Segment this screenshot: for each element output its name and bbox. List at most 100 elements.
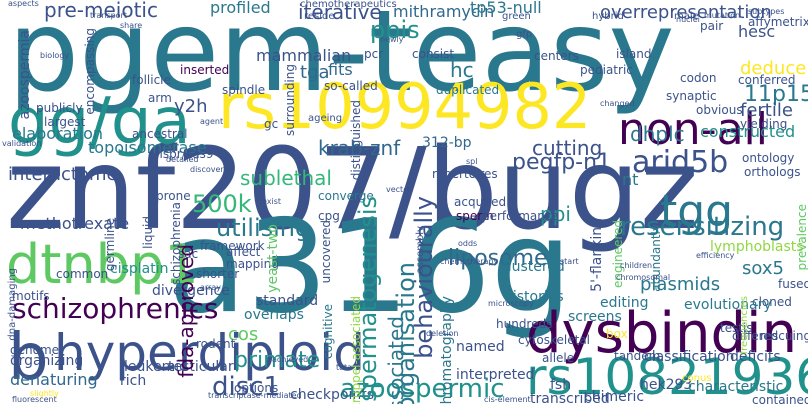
word-acquired: acquired (454, 195, 507, 209)
word-conus: conus (682, 373, 712, 384)
word-rs10994982: rs10994982 (218, 70, 592, 143)
word-11p15: 11p15 (744, 82, 808, 107)
word-spindle: spindle (222, 83, 266, 97)
word-tgg: tgg (660, 186, 734, 237)
word-liposome: liposome (448, 246, 548, 271)
word-fits: fits (328, 60, 353, 79)
word-overrepresentation: overrepresentation (600, 2, 772, 23)
word-largest: largest (44, 115, 86, 129)
word-rich: rich (120, 373, 147, 389)
word-hesc: hesc (738, 22, 776, 41)
word-5-flanking: 5'-flanking (589, 218, 605, 292)
word-editing: editing (600, 295, 649, 311)
word-deficits: deficits (730, 349, 781, 365)
word-a316g: a316g (168, 193, 572, 342)
word-surrounding: surrounding (283, 64, 297, 136)
word-codon: codon (680, 71, 717, 85)
word-deduce: deduce (740, 58, 807, 79)
word-500k: 500k (192, 190, 252, 218)
word-gc: gc (264, 117, 279, 131)
word-pre-meiotic: pre-meiotic (44, 0, 158, 22)
word-fsh: fsh (550, 377, 572, 393)
word-odds: odds (458, 239, 478, 248)
word-topoisomerase: topoisomerase (88, 138, 207, 157)
word-cytoskeletal: cytoskeletal (518, 333, 591, 347)
word-pgem-teasy: pgem-teasy (8, 0, 675, 117)
word-gfp: gfp (516, 29, 533, 40)
word-mutation: mutation (704, 11, 741, 20)
word-azoospermia: azoospermia (17, 30, 33, 120)
word-box: box (606, 327, 628, 341)
word-non-all: non-all (618, 104, 768, 155)
word-reside: reside (304, 11, 335, 22)
word-rescuing: rescuing (760, 329, 808, 343)
word-prone: prone (156, 189, 191, 203)
word-tata: tata (336, 363, 353, 372)
word-testis: testis (720, 321, 753, 335)
word-green: green (502, 11, 531, 22)
word-ancestral: ancestral (132, 127, 188, 141)
word-follicle: follicle (132, 73, 171, 87)
word-start: start (560, 257, 579, 266)
word-elaboration: elaboration (12, 124, 104, 143)
word-yeast-two: yeast-two (265, 224, 281, 293)
word-kruppel-associated: kruppel-associated (349, 296, 363, 404)
word-efficiency: efficiency (696, 251, 735, 260)
word-exist: exist (262, 197, 282, 206)
word-affect: affect (226, 245, 261, 259)
word-mammalian: mammalian (256, 46, 352, 65)
word-centers: centers (534, 49, 579, 63)
word-mapping: mapping (226, 257, 279, 271)
word-cisplatin: cisplatin (110, 261, 169, 277)
word-krab-znf: krab-znf (318, 136, 401, 160)
word-chromatography: chromatography (439, 296, 455, 404)
word-pair: pair (700, 19, 724, 33)
word-testicular: testicular (168, 359, 234, 375)
word-denaturing: denaturing (10, 370, 98, 389)
word-primate: primate (234, 348, 321, 373)
word-fertile: fertile (740, 100, 793, 121)
word-ageing: ageing (308, 113, 343, 124)
word-distinguished: distinguished (349, 100, 363, 181)
word-germline: germline (103, 218, 117, 272)
word-island: island (616, 47, 652, 61)
word-dtnbp1: dtnbp1 (6, 233, 199, 296)
word-cloned: cloned (752, 295, 792, 309)
word-disc1: disc1 (212, 372, 281, 402)
word-array: array (200, 283, 221, 292)
word-chemotherapy: chemotherapy (440, 257, 499, 266)
word-share: share (120, 21, 143, 30)
word-divergence: divergence (152, 283, 230, 299)
word-affymetrix: affymetrix (748, 15, 808, 29)
word-utilising: utilising (216, 214, 311, 242)
word-so-called: so-called (324, 79, 378, 93)
word-encompassing: encompassing (83, 28, 97, 115)
word-gg-ga: gg/ga (8, 85, 191, 159)
word-validation: validation (2, 139, 42, 148)
word-histories: histories (504, 289, 564, 305)
word-cutting: cutting (532, 136, 603, 160)
word-hybrid: hybrid (592, 11, 624, 22)
word-transcribed: transcribed (530, 391, 610, 404)
word-motifs: motifs (12, 289, 50, 303)
word-ppi: ppi (540, 202, 571, 226)
word-children: children (620, 261, 653, 270)
word-mithramycin: mithramycin (393, 2, 495, 21)
word-dna-damaging: dna-damaging (7, 268, 18, 341)
word-chemotherapeutics: chemotherapeutics (300, 0, 397, 10)
word-checkpoints: checkpoints (290, 387, 374, 403)
word-framework: framework (200, 239, 265, 253)
word-vector: vector (386, 185, 412, 194)
word-ppis: ppis (370, 16, 420, 44)
word-constructed: constructed (700, 122, 796, 141)
word-genome: genome (10, 343, 60, 357)
word-pediatric: pediatric (580, 63, 633, 77)
word-ontology: ontology (742, 151, 795, 165)
word-cpg: cpg (318, 209, 340, 223)
word-converge: converge (318, 189, 374, 203)
word-interpreted: interpreted (456, 367, 535, 383)
word-assembly: assembly (415, 226, 426, 274)
word-yielding: yielding (740, 117, 788, 131)
word-interactome: interactome (8, 164, 118, 185)
